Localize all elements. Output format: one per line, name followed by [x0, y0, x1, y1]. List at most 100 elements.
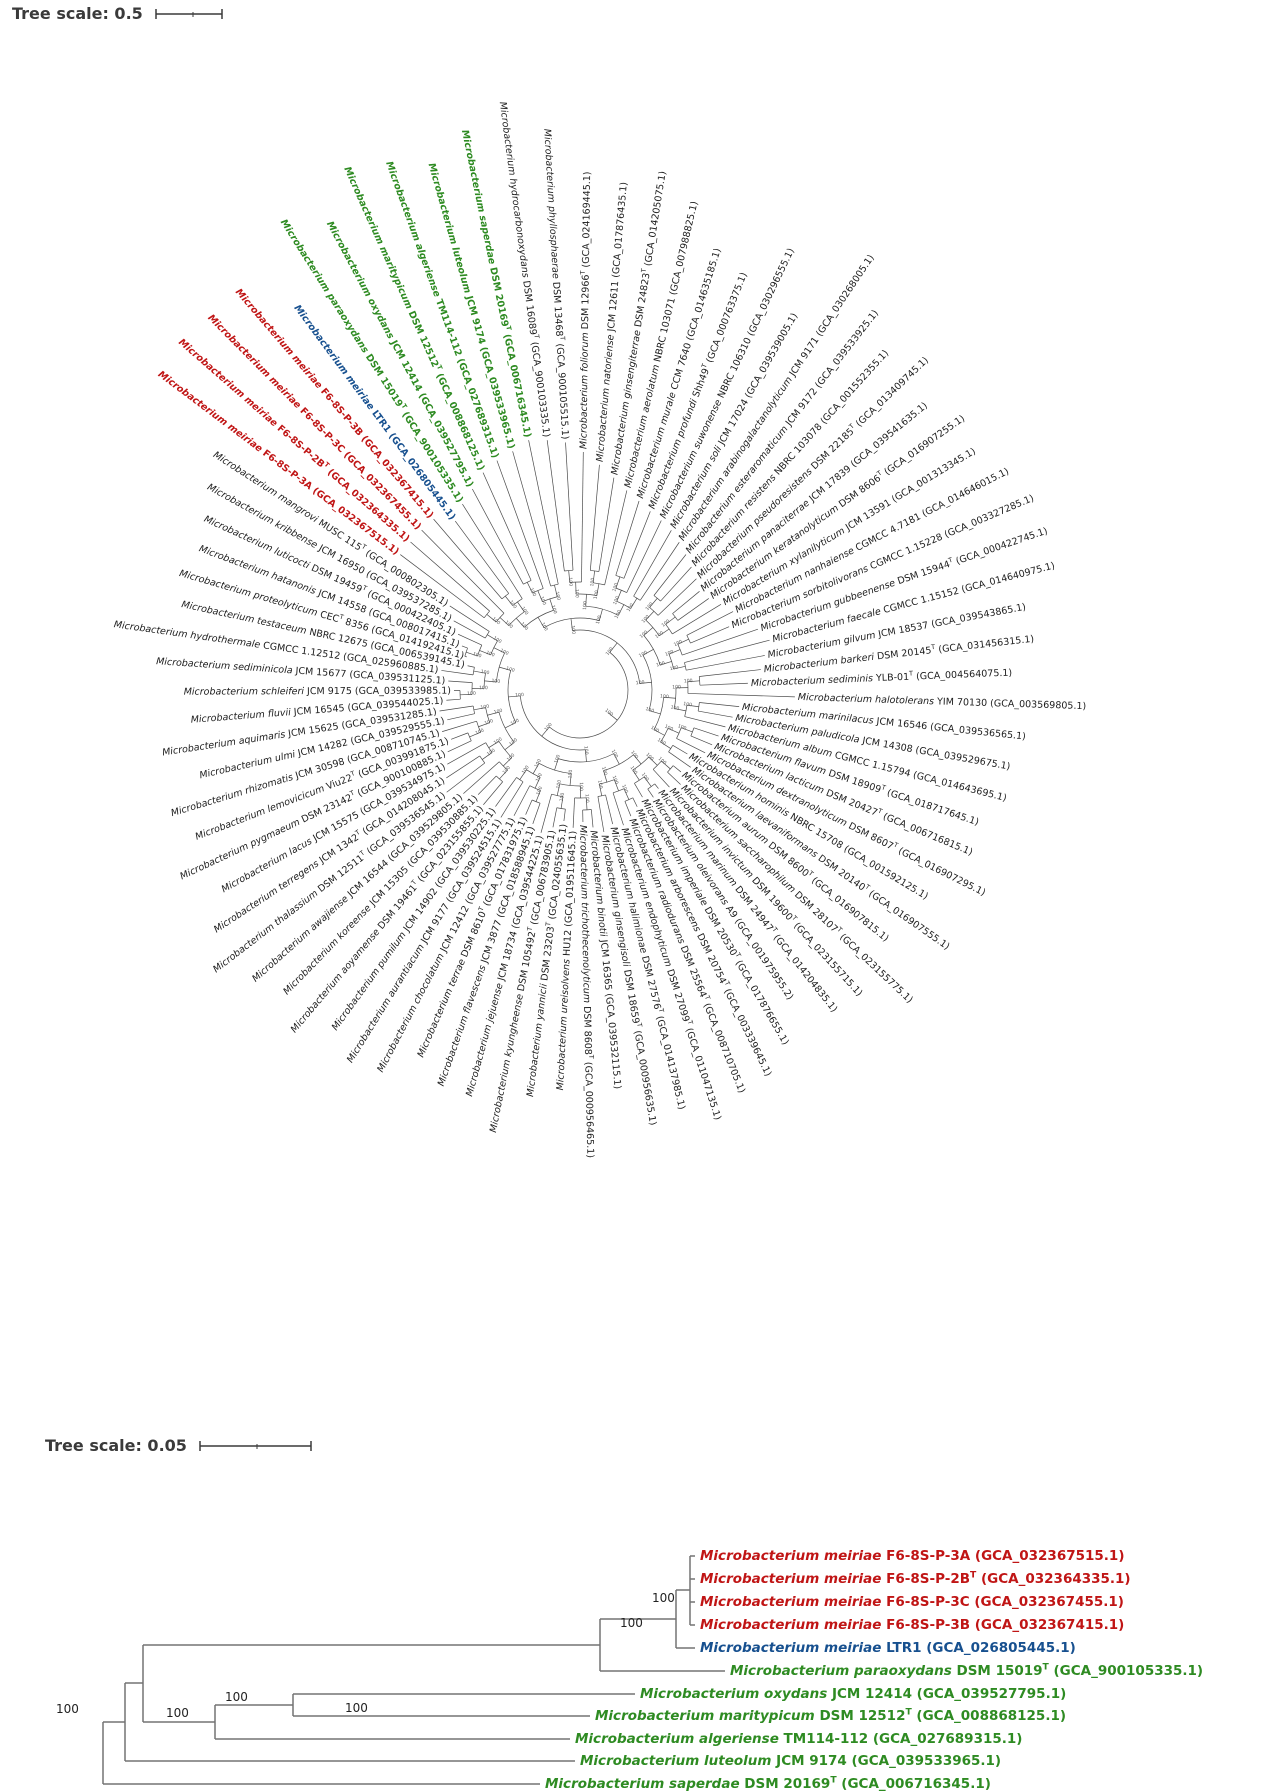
- branch-line: [639, 542, 680, 601]
- bootstrap-value: 100: [677, 723, 687, 732]
- branch-line: [673, 665, 686, 670]
- branch-line: [499, 617, 510, 626]
- bootstrap-value: 100: [555, 779, 563, 789]
- branch-line: [495, 777, 517, 807]
- branch-line: [504, 595, 514, 606]
- bootstrap-value: 100: [669, 664, 679, 672]
- branch-arc: [647, 783, 655, 790]
- bootstrap-value: 100: [528, 587, 537, 598]
- bootstrap-value: 100: [644, 601, 654, 612]
- branch-line: [481, 752, 493, 760]
- taxon-label: Microbacterium foliorum DSM 12966T​ (GCA…: [576, 171, 592, 449]
- tree-scale-bottom-bar: [199, 1440, 312, 1451]
- branch-arc: [484, 631, 490, 639]
- branch-arc: [476, 721, 481, 733]
- branch-line: [467, 665, 475, 668]
- branch-line: [605, 794, 613, 825]
- branch-line: [466, 651, 478, 657]
- branch-line: [526, 582, 533, 594]
- branch-line: [572, 797, 575, 828]
- bootstrap-value: 100: [538, 596, 547, 606]
- branch-arc: [672, 613, 679, 621]
- branch-line: [676, 738, 706, 754]
- branch-line: [690, 626, 730, 644]
- bootstrap-value: 100: [626, 602, 636, 613]
- branch-line: [478, 722, 490, 728]
- taxon-label: Microbacterium oxydans JCM 12414 (GCA_03…: [640, 1686, 1066, 1702]
- branch-line: [552, 807, 558, 828]
- bootstrap-value: 100: [467, 691, 476, 697]
- bootstrap-value: 100: [508, 599, 518, 610]
- branch-line: [469, 731, 481, 738]
- bootstrap-value: 100: [657, 756, 668, 766]
- bootstrap-value: 100: [595, 615, 603, 625]
- bootstrap-value: 100: [569, 625, 576, 635]
- branch-line: [684, 639, 770, 663]
- branch-line: [585, 797, 588, 810]
- branch-line: [462, 503, 523, 599]
- branch-line: [565, 442, 574, 571]
- branch-line: [668, 751, 691, 768]
- bootstrap-value: 100: [485, 650, 495, 659]
- bootstrap-value: 100: [472, 651, 482, 659]
- branch-line: [585, 749, 587, 762]
- branch-line: [483, 781, 503, 805]
- branch-line: [453, 620, 486, 639]
- bootstrap-value: 100: [484, 718, 494, 727]
- branch-arc: [490, 640, 498, 655]
- branch-line: [677, 638, 689, 645]
- branch-arc: [632, 756, 650, 771]
- bootstrap-value: 100: [610, 749, 619, 760]
- bootstrap-value: 100: [660, 693, 669, 700]
- branch-line: [512, 451, 552, 587]
- branch-line: [607, 712, 618, 721]
- branch-line: [597, 796, 605, 833]
- branch-arc: [593, 582, 605, 586]
- branch-arc: [676, 727, 682, 739]
- branch-line: [487, 711, 500, 716]
- bootstrap-value: 100: [641, 614, 651, 625]
- branch-line: [598, 608, 603, 621]
- bootstrap-value: 100: [683, 701, 693, 708]
- branch-line: [448, 680, 473, 684]
- bootstrap-value: 100: [664, 724, 675, 733]
- branch-line: [589, 464, 600, 571]
- branch-line: [532, 803, 541, 825]
- branch-line: [477, 775, 497, 795]
- bootstrap-value: 100: [656, 737, 667, 747]
- branch-line: [699, 669, 761, 677]
- branch-line: [699, 702, 740, 707]
- branch-line: [633, 754, 642, 765]
- bootstrap-value: 100: [503, 620, 514, 630]
- branch-line: [421, 529, 505, 614]
- branch-line: [590, 809, 594, 828]
- branch-line: [654, 783, 659, 789]
- bootstrap-value: 100: [611, 582, 620, 592]
- bootstrap-value: 100: [486, 748, 497, 758]
- branch-line: [647, 788, 654, 798]
- branch-line: [660, 566, 692, 602]
- branch-line: [672, 591, 700, 614]
- branch-line: [592, 570, 595, 583]
- bootstrap-value: 100: [506, 752, 517, 762]
- branch-line: [549, 598, 554, 611]
- branch-line: [473, 707, 486, 711]
- branch-line: [657, 578, 697, 616]
- bootstrap-value: 100: [543, 722, 553, 733]
- bootstrap-value: 100: [636, 680, 645, 687]
- bootstrap-value: 100: [603, 708, 614, 718]
- branch-line: [630, 598, 638, 609]
- bootstrap-value: 100: [584, 794, 591, 803]
- branch-line: [535, 790, 541, 802]
- bootstrap-value: 100: [629, 765, 639, 776]
- branch-arc: [508, 611, 525, 626]
- branch-line: [616, 590, 622, 602]
- branch-line: [672, 744, 688, 755]
- branch-line: [447, 740, 472, 753]
- branch-arc: [564, 569, 574, 572]
- branch-line: [554, 758, 559, 771]
- bootstrap-value: 100: [605, 646, 615, 657]
- branch-arc: [559, 783, 581, 787]
- branch-line: [615, 500, 640, 576]
- branch-line: [441, 670, 474, 676]
